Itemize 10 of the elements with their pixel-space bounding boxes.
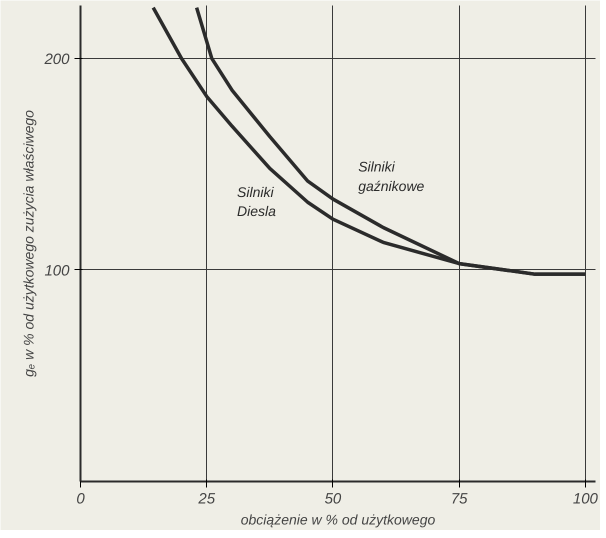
x-axis-title: obciążenie w % od użytkowego <box>240 512 436 528</box>
series-label: Silniki gaźnikowe <box>358 158 425 194</box>
x-tick-label: 100 <box>572 490 599 508</box>
x-tick-label: 75 <box>450 490 468 508</box>
x-tick-label: 0 <box>76 490 86 508</box>
x-tick-label: 50 <box>324 490 342 508</box>
y-axis-title: gₑ w % od użytkowego zużycia właściwego <box>20 110 36 377</box>
series-label: Silniki Diesla <box>237 184 276 220</box>
x-tick-label: 25 <box>197 490 216 508</box>
y-tick-label: 200 <box>43 50 70 68</box>
